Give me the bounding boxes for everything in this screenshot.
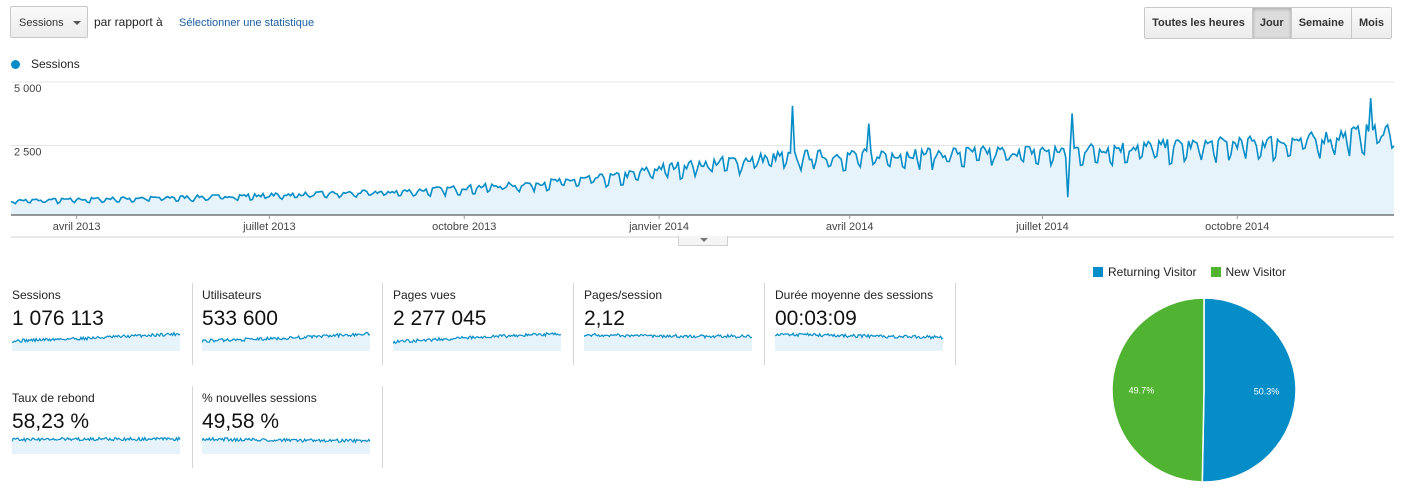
pie-slice [1111, 297, 1205, 483]
scorecard-pageviews[interactable]: Pages vues 2 277 045 [391, 283, 574, 366]
scorecard-value: 533 600 [202, 307, 278, 330]
visitor-type-pie: 50.3% 49.7% [1111, 297, 1297, 483]
scorecard-label: Utilisateurs [202, 288, 262, 302]
scorecard-label: % nouvelles sessions [202, 391, 317, 405]
x-tick-label: avril 2014 [826, 221, 874, 233]
series-line [10, 98, 1395, 205]
x-tick-label: octobre 2013 [432, 221, 496, 233]
chart-collapse-toggle[interactable] [678, 236, 728, 246]
legend-label: Returning Visitor [1108, 265, 1197, 279]
period-month-button[interactable]: Mois [1350, 7, 1392, 39]
compare-label: par rapport à [94, 15, 163, 29]
sparkline-area [584, 333, 752, 351]
chart-legend[interactable]: Sessions [11, 57, 80, 71]
y-tick-label: 2 500 [14, 147, 42, 159]
sparkline [12, 436, 181, 454]
scorecard-label: Pages vues [393, 288, 456, 302]
select-statistic-link[interactable]: Sélectionner une statistique [179, 17, 315, 29]
legend-series-label: Sessions [31, 57, 80, 71]
sparkline [393, 331, 562, 351]
series-area [11, 98, 1394, 215]
scorecard-avg-session-duration[interactable]: Durée moyenne des sessions 00:03:09 [773, 283, 956, 366]
sparkline [775, 332, 944, 351]
scorecard-pages-per-session[interactable]: Pages/session 2,12 [582, 283, 765, 366]
scorecard-value: 58,23 % [12, 410, 90, 433]
scorecard-label: Sessions [12, 288, 61, 302]
pie-data-label: 50.3% [1254, 387, 1280, 397]
x-tick-label: octobre 2014 [1205, 221, 1269, 233]
scorecard-sessions[interactable]: Sessions 1 076 113 [10, 283, 193, 366]
sparkline-line [12, 436, 181, 443]
x-tick-label: juillet 2014 [1015, 221, 1069, 233]
legend-label: New Visitor [1225, 265, 1286, 279]
swatch-icon [1093, 267, 1103, 277]
sparkline-area [12, 437, 180, 454]
sparkline-line [202, 436, 371, 444]
period-day-button[interactable]: Jour [1251, 7, 1292, 39]
sparkline-area [202, 332, 370, 351]
legend-item-returning[interactable]: Returning Visitor [1093, 265, 1197, 279]
sparkline [584, 332, 753, 351]
period-hourly-button[interactable]: Toutes les heures [1144, 7, 1253, 39]
scorecard-label: Pages/session [584, 288, 663, 302]
metric-select-value: Sessions [19, 17, 64, 29]
sparkline-area [393, 332, 561, 351]
chevron-down-icon [73, 21, 81, 25]
sessions-chart[interactable]: 5 000 2 500 avril 2013 juillet 2013 octobre … [0, 70, 1406, 238]
sparkline [202, 331, 371, 351]
sparkline [12, 330, 181, 351]
scorecard-label: Durée moyenne des sessions [775, 288, 934, 302]
period-selector: Toutes les heures Jour Semaine Mois [1144, 7, 1392, 39]
scorecard-users[interactable]: Utilisateurs 533 600 [200, 283, 383, 366]
x-tick-label: avril 2013 [53, 221, 101, 233]
swatch-icon [1210, 267, 1221, 277]
sparkline-area [775, 333, 943, 351]
sparkline-line [393, 331, 562, 345]
scorecard-value: 1 076 113 [12, 307, 104, 330]
x-tick-label: janvier 2014 [628, 221, 689, 233]
series-dot-icon [11, 59, 20, 69]
scorecard-label: Taux de rebond [12, 391, 95, 405]
sparkline-line [584, 332, 753, 340]
scorecard-value: 2,12 [584, 307, 625, 330]
pie-slice [1201, 297, 1297, 483]
y-tick-label: 5 000 [14, 83, 42, 95]
x-tick-label: juillet 2013 [242, 221, 296, 233]
scorecard-bounce-rate[interactable]: Taux de rebond 58,23 % [10, 386, 193, 469]
period-week-button[interactable]: Semaine [1290, 7, 1352, 39]
sparkline-area [12, 332, 180, 351]
sparkline-line [202, 331, 371, 343]
sparkline [202, 436, 371, 454]
pie-data-label: 49.7% [1129, 385, 1155, 395]
chevron-down-icon [700, 238, 708, 242]
legend-item-new[interactable]: New Visitor [1210, 265, 1286, 279]
scorecard-value: 2 277 045 [393, 307, 487, 330]
scorecard-value: 49,58 % [202, 410, 280, 433]
sparkline-line [12, 330, 181, 344]
sparkline-line [775, 332, 944, 340]
scorecard-value: 00:03:09 [775, 307, 857, 330]
scorecard-new-sessions[interactable]: % nouvelles sessions 49,58 % [200, 386, 383, 469]
metric-select[interactable]: Sessions [10, 6, 88, 38]
pie-legend: Returning Visitor New Visitor [1093, 265, 1300, 279]
